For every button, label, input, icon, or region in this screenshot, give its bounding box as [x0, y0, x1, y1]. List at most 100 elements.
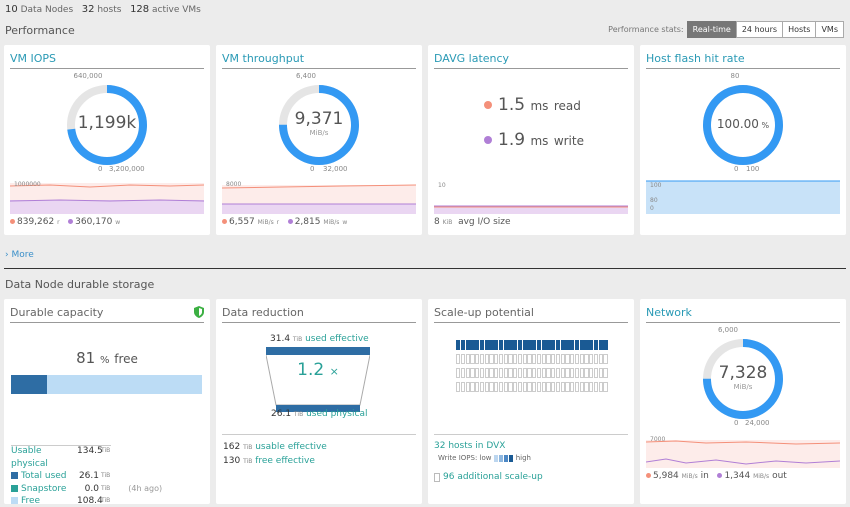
- scale-up-write-iops-label: Write IOPS:: [438, 454, 478, 462]
- durable-capacity-title[interactable]: Durable capacity: [10, 306, 204, 323]
- scale-up-title[interactable]: Scale-up potential: [434, 306, 628, 323]
- davg-write-row: 1.9 ms write: [484, 130, 584, 150]
- host-cell-empty: [470, 368, 475, 378]
- iops-scale-swatch: [493, 454, 498, 462]
- network-title[interactable]: Network: [646, 306, 840, 323]
- vm-throughput-card[interactable]: VM throughput 6,400 9,371 MiB/s 0 32,000…: [216, 45, 422, 235]
- host-cell-empty: [494, 368, 499, 378]
- host-cell-active: [574, 340, 579, 350]
- vm-throughput-spark-write-area: [222, 204, 416, 214]
- read-dot-icon: [222, 219, 227, 224]
- host-flash-card[interactable]: Host flash hit rate 80 100.00 % 0 100 10…: [640, 45, 846, 235]
- data-reduction-title[interactable]: Data reduction: [222, 306, 416, 323]
- network-unit: MiB/s: [733, 383, 753, 391]
- chevron-right-icon: ›: [5, 250, 9, 260]
- davg-write-unit: ms: [530, 134, 549, 148]
- davg-latency-card[interactable]: DAVG latency 1.5 ms read 1.9 ms write 10…: [428, 45, 634, 235]
- host-cell-empty: [494, 354, 499, 364]
- host-cell-empty: [589, 382, 594, 392]
- hosts-button[interactable]: Hosts: [782, 21, 817, 38]
- vm-throughput-title[interactable]: VM throughput: [222, 52, 416, 69]
- host-cell-empty: [498, 354, 503, 364]
- vm-throughput-sparkline: [222, 184, 416, 214]
- vm-iops-spark-write-area: [10, 200, 204, 214]
- network-in-unit: MiB/s: [681, 473, 698, 480]
- vm-iops-title[interactable]: VM IOPS: [10, 52, 204, 69]
- host-cell-empty: [532, 368, 537, 378]
- host-cell-active: [470, 340, 475, 350]
- vm-iops-card[interactable]: VM IOPS 640,000 1,199k 0 3,200,000 10000…: [4, 45, 210, 235]
- host-grid-row: [456, 382, 608, 392]
- network-spark-out-line: [646, 458, 840, 465]
- capacity-rows: Usable physical 134.5 TiB Total used 26.…: [11, 445, 162, 507]
- network-out-value: 1,344: [724, 471, 751, 481]
- host-cell-empty: [560, 368, 565, 378]
- host-cell-active: [527, 340, 532, 350]
- write-dot-icon: [287, 219, 293, 224]
- host-cell-empty: [503, 368, 508, 378]
- host-cell-empty: [470, 382, 475, 392]
- host-cell-empty: [598, 354, 603, 364]
- host-cell-active: [479, 340, 484, 350]
- host-cell-active: [536, 340, 541, 350]
- read-dot-icon: [10, 219, 15, 224]
- capacity-row-label: Usable physical: [11, 446, 48, 469]
- capacity-row-unit: TiB: [101, 472, 111, 479]
- host-cell-empty: [565, 368, 570, 378]
- vm-throughput-spark-read-line: [222, 184, 416, 189]
- 24-hours-button[interactable]: 24 hours: [735, 21, 784, 38]
- network-spark-label: 7000: [650, 436, 666, 443]
- summary-bar: 10 Data Nodes 32 hosts 128 active VMs: [5, 4, 201, 15]
- data-reduction-card[interactable]: Data reduction 31.4 TiB used effective 1…: [216, 299, 422, 504]
- host-cell-icon: [434, 472, 440, 482]
- vm-iops-spark-read-line: [10, 184, 204, 188]
- host-flash-min: 0: [734, 165, 739, 173]
- davg-spark-area: [434, 206, 628, 214]
- host-cell-active: [475, 340, 480, 350]
- vm-throughput-max-top: 6,400: [295, 72, 317, 80]
- host-cell-active: [603, 340, 608, 350]
- reduction-divider: [222, 434, 416, 435]
- network-card[interactable]: Network 6,000 7,328 MiB/s 0 24,000 7000 …: [640, 299, 846, 504]
- shield-icon: [194, 306, 204, 318]
- host-cell-empty: [503, 354, 508, 364]
- more-link[interactable]: › More: [5, 250, 34, 260]
- host-cell-empty: [517, 382, 522, 392]
- legend-swatch-icon: [11, 497, 18, 504]
- vm-iops-read-unit: r: [57, 219, 60, 226]
- host-cell-empty: [460, 354, 465, 364]
- host-flash-unit: %: [761, 121, 770, 130]
- host-flash-title[interactable]: Host flash hit rate: [646, 52, 840, 69]
- host-cell-empty: [522, 368, 527, 378]
- iops-scale-swatch: [508, 454, 513, 462]
- host-cell-empty: [508, 382, 513, 392]
- host-cell-empty: [475, 354, 480, 364]
- host-flash-max-top: 80: [730, 72, 740, 80]
- host-cell-empty: [456, 368, 461, 378]
- host-cell-empty: [456, 382, 461, 392]
- write-dot-icon: [68, 219, 74, 224]
- davg-latency-title[interactable]: DAVG latency: [434, 52, 628, 69]
- host-cell-empty: [560, 382, 565, 392]
- vm-throughput-legend: 6,557 MiB/s r 2,815 MiB/s w: [222, 217, 347, 227]
- data-nodes-label: Data Nodes: [20, 5, 74, 15]
- host-cell-empty: [475, 368, 480, 378]
- read-dot-icon: [484, 101, 492, 109]
- reduction-ratio-unit: ×: [329, 365, 339, 378]
- out-dot-icon: [717, 473, 723, 478]
- host-cell-empty: [555, 368, 560, 378]
- reduction-usable-unit: TiB: [243, 444, 253, 451]
- realtime-button[interactable]: Real-time: [686, 21, 737, 38]
- scale-up-card[interactable]: Scale-up potential 32 hosts in DVX Write…: [428, 299, 634, 504]
- host-cell-empty: [475, 382, 480, 392]
- network-gauge: [703, 339, 783, 419]
- vms-button[interactable]: VMs: [815, 21, 844, 38]
- davg-read-label: read: [553, 99, 581, 113]
- host-cell-empty: [498, 368, 503, 378]
- vm-throughput-read-value: 6,557: [229, 217, 255, 227]
- durable-capacity-card[interactable]: Durable capacity 81 % free Usable physic…: [4, 299, 210, 507]
- hosts-label: hosts: [97, 5, 122, 15]
- host-grid-row: [456, 340, 608, 350]
- host-cell-empty: [508, 368, 513, 378]
- host-cell-empty: [522, 382, 527, 392]
